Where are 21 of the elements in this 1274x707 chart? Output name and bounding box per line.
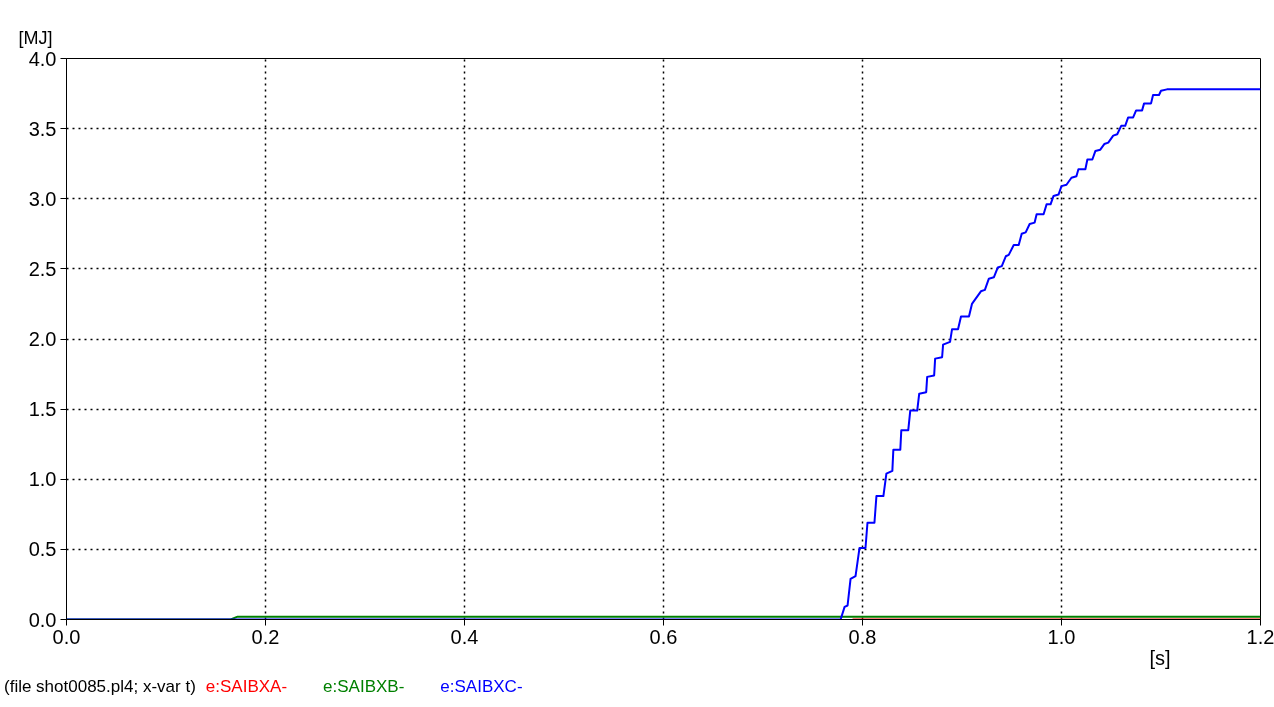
y-axis-title: [MJ] (18, 27, 53, 48)
y-tick-label: 2.5 (28, 257, 57, 280)
x-tick-label: 1.0 (1047, 625, 1076, 648)
x-tick-label: 0.8 (848, 625, 877, 648)
text: e:SAIBXC- (440, 677, 523, 696)
y-tick-label: 4.0 (28, 47, 57, 70)
text: e:SAIBXB- (323, 677, 405, 696)
y-tick-label: 3.5 (28, 117, 57, 140)
text: e:SAIBXA- (205, 677, 288, 696)
x-tick-label: 1.2 (1246, 625, 1274, 648)
y-tick-label: 1.0 (28, 468, 57, 491)
y-tick-label: 0.5 (28, 538, 57, 561)
x-tick-label: 0.2 (251, 625, 280, 648)
y-tick-label: 2.0 (28, 328, 57, 350)
y-tick-label: 3.0 (28, 187, 57, 210)
x-tick-label: 0.4 (450, 625, 479, 648)
text: (file shot0085.pl4; x-var t) (4, 677, 196, 696)
x-tick-label: 0.6 (649, 625, 678, 648)
y-tick-label: 1.5 (28, 398, 57, 421)
x-axis-title: [s] (1149, 646, 1171, 669)
y-tick-label: 0.0 (28, 608, 57, 631)
